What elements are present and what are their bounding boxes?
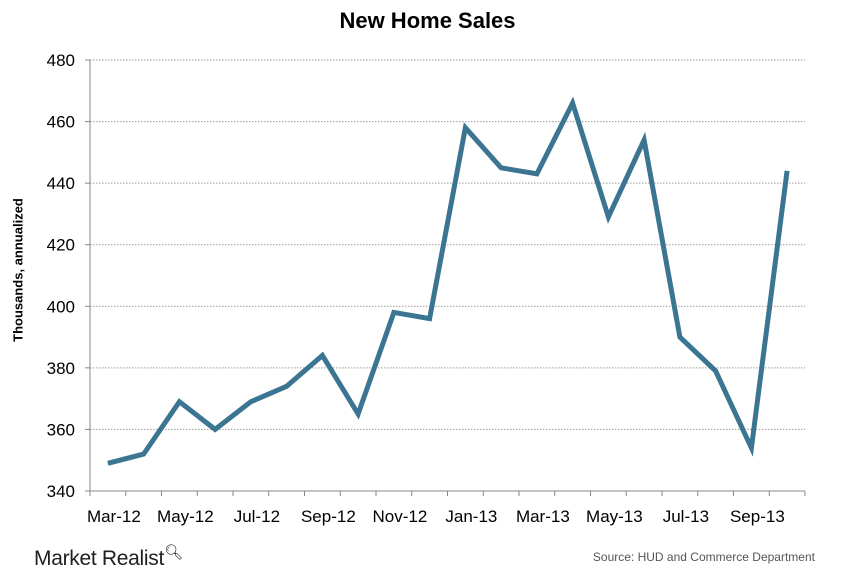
- x-tick-label: Nov-12: [372, 507, 427, 526]
- source-note: Source: HUD and Commerce Department: [592, 550, 815, 564]
- y-tick-label: 480: [47, 51, 75, 70]
- y-tick-label: 460: [47, 113, 75, 132]
- x-tick-label: Sep-13: [730, 507, 785, 526]
- x-tick-label: Jul-13: [663, 507, 709, 526]
- brand-name: Market Realist: [34, 547, 165, 570]
- x-tick-label: Mar-12: [87, 507, 141, 526]
- y-tick-label: 360: [47, 420, 75, 439]
- x-tick-label: Sep-12: [301, 507, 356, 526]
- x-tick-label: May-13: [586, 507, 643, 526]
- x-tick-label: Jul-12: [234, 507, 280, 526]
- x-tick-label: Mar-13: [516, 507, 570, 526]
- y-tick-label: 380: [47, 359, 75, 378]
- magnifier-icon: 🔍︎: [164, 544, 183, 561]
- y-tick-label: 400: [47, 297, 75, 316]
- brand-logo: Market Realist🔍︎: [34, 543, 183, 571]
- x-tick-label: Jan-13: [445, 507, 497, 526]
- y-tick-label: 440: [47, 174, 75, 193]
- y-tick-label: 340: [47, 482, 75, 501]
- series-line: [107, 96, 790, 466]
- x-tick-label: May-12: [157, 507, 214, 526]
- chart-title: New Home Sales: [339, 8, 516, 33]
- y-tick-label: 420: [47, 236, 75, 255]
